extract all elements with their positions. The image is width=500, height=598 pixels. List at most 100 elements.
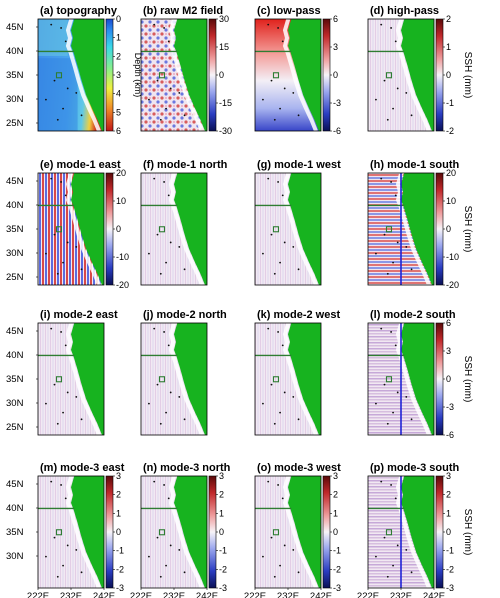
colorbar-tick-label: 6 <box>446 318 451 328</box>
seamount-dot <box>159 422 162 425</box>
seamount-dot <box>156 233 159 236</box>
seamount-dot <box>410 571 413 574</box>
colorbar-tick-label: -10 <box>446 252 459 262</box>
land-mask <box>288 173 321 285</box>
colorbar-tick-label: -1 <box>446 546 454 556</box>
panel-m: (m) mode-3 east <box>37 462 125 589</box>
colorbar-tick-label: 1 <box>219 508 224 518</box>
seamount-dot <box>380 327 383 330</box>
lat-tick-label: 30N <box>6 551 24 562</box>
seamount-dot <box>163 331 166 333</box>
seamount-dot <box>292 246 295 248</box>
seamount-dot <box>396 241 399 244</box>
land-mask <box>288 476 321 588</box>
seamount-dot <box>375 402 377 405</box>
colorbar-tick-label: 6 <box>333 14 338 24</box>
deep-basin <box>38 58 78 132</box>
seamount-dot <box>390 331 392 333</box>
seamount-dot <box>62 107 64 110</box>
seamount-dot <box>390 27 392 29</box>
colorbar: 3 2 1 0 -1 -2 -3 <box>105 471 124 593</box>
colorbar-tick-label: -6 <box>333 126 341 136</box>
lat-tick-label: 45N <box>6 176 24 187</box>
colorbar-tick-label: 1 <box>116 508 121 518</box>
seamount-dot <box>50 23 53 26</box>
seamount-dot <box>75 92 78 94</box>
seamount-dot <box>50 480 53 483</box>
colorbar-tick-label: -3 <box>219 583 227 593</box>
colorbar-label: SSH (mm) <box>462 206 473 253</box>
panel-frame <box>140 322 208 436</box>
seamount-dot <box>169 544 172 547</box>
seamount-dot <box>60 27 62 29</box>
land-mask <box>401 19 434 131</box>
seamount-dot <box>56 422 59 425</box>
seamount-dot <box>375 252 377 255</box>
seamount-dot <box>277 484 279 486</box>
colorbar-tick-label: 1 <box>446 508 451 518</box>
coastal-strip <box>395 172 431 286</box>
seamount-dot <box>60 181 62 183</box>
seamount-dot <box>80 571 83 574</box>
seamount-dot <box>62 261 64 264</box>
colorbar-tick-label: 2 <box>333 490 338 500</box>
colorbar-tick-label: 2 <box>446 14 451 24</box>
seamount-dot <box>292 92 295 94</box>
colorbar-ramp <box>322 475 331 589</box>
colorbar-tick-label: 20 <box>446 168 456 178</box>
seamount-dot <box>169 391 172 394</box>
lat-tick-label: 35N <box>6 224 24 235</box>
colorbar-tick-label: -2 <box>446 126 454 136</box>
seamount-dot <box>159 118 162 121</box>
land-mask <box>174 173 207 285</box>
seamount-dot <box>66 391 69 394</box>
colorbar-tick-label: 30 <box>219 14 229 24</box>
lat-tick-label: 45N <box>6 326 24 337</box>
land-mask <box>401 323 434 435</box>
colorbar-ramp <box>105 172 114 286</box>
coastal-strip <box>65 18 101 132</box>
colorbar-label: Depth (km) <box>133 53 143 98</box>
seamount-dot <box>380 177 383 180</box>
seamount-dot <box>148 252 150 255</box>
coastal-strip <box>65 322 101 436</box>
seamount-dot <box>45 252 47 255</box>
colorbar-ramp <box>208 18 217 132</box>
site-marker <box>385 226 393 233</box>
seamount-dot <box>56 575 59 578</box>
shelf-zone <box>38 19 68 56</box>
lat-tick-label: 40N <box>6 200 24 211</box>
colorbar: 3 2 1 0 -1 -2 -3 SSH (mm) <box>435 471 473 593</box>
seamount-dot <box>66 87 69 90</box>
panel-title: (i) mode-2 east <box>40 309 118 321</box>
seamount-dot <box>394 497 397 500</box>
seamount-dot <box>167 40 170 43</box>
seamount-dot <box>277 181 279 183</box>
seamount-dot <box>390 484 392 486</box>
seamount-dot <box>267 23 270 26</box>
colorbar-tick-label: 0 <box>446 70 451 80</box>
seamount-dot <box>410 268 413 271</box>
colorbar-ramp <box>105 18 114 132</box>
seamount-dot <box>396 87 399 90</box>
seamount-dot <box>281 497 284 500</box>
seamount-dot <box>383 536 386 539</box>
seamount-dot <box>60 331 62 333</box>
panel-k: (k) mode-2 west <box>254 309 340 436</box>
colorbar: 0 1 2 3 4 5 6 Depth (km) <box>105 14 143 136</box>
colorbar-tick-label: -1 <box>116 546 124 556</box>
seamount-dot <box>392 261 394 264</box>
panel-n: (n) mode-3 north <box>140 462 231 589</box>
seamount-dot <box>375 98 377 101</box>
coastal-strip <box>395 322 431 436</box>
panel-frame <box>254 172 322 286</box>
seamount-dot <box>64 194 67 197</box>
panel-h: (h) mode-1 south <box>367 159 459 286</box>
colorbar-tick-label: -3 <box>333 98 341 108</box>
seamount-dot <box>165 564 167 567</box>
seamount-dot <box>178 549 181 551</box>
seamount-dot <box>281 194 284 197</box>
seamount-dot <box>153 327 156 330</box>
panel-p: (p) mode-3 south <box>367 462 459 589</box>
seamount-dot <box>165 261 167 264</box>
